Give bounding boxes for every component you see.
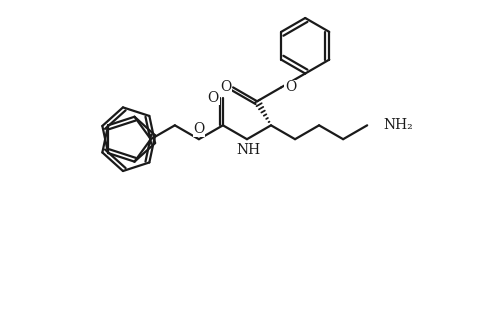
Text: NH: NH [236,143,260,157]
Text: O: O [208,90,219,105]
Text: O: O [220,80,231,94]
Text: O: O [193,122,204,136]
Text: O: O [285,80,296,94]
Text: NH₂: NH₂ [383,118,413,132]
